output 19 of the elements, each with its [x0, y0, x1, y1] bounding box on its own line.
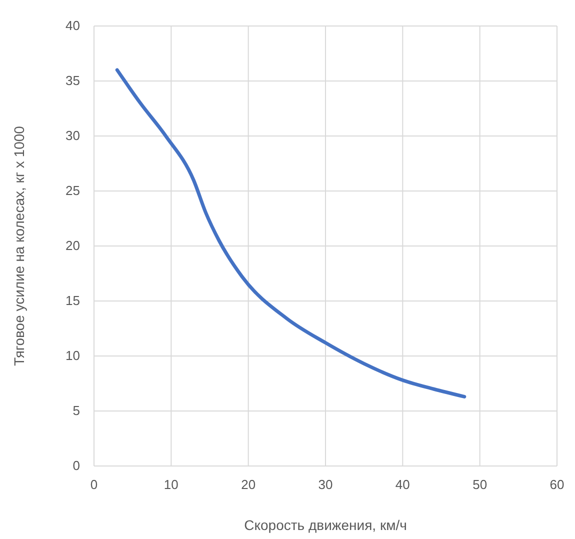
x-tick-label: 10	[164, 477, 178, 492]
x-tick-label: 0	[90, 477, 98, 492]
y-tick-label: 40	[66, 18, 80, 34]
y-tick-label: 5	[72, 403, 80, 418]
line-series	[115, 68, 466, 398]
x-tick-label: 40	[395, 477, 410, 492]
y-tick-label: 35	[66, 73, 80, 88]
x-tick-label: 20	[241, 477, 256, 492]
x-tick-label: 30	[318, 477, 333, 492]
y-tick-label: 15	[66, 293, 80, 308]
x-tick-label: 50	[472, 477, 488, 492]
y-tick-label: 30	[66, 128, 80, 144]
y-tick-label: 20	[66, 238, 80, 254]
x-tick-label: 60	[550, 477, 564, 492]
y-tick-label: 0	[72, 458, 80, 474]
y-tick-label: 10	[66, 348, 80, 364]
y-tick-label: 25	[66, 183, 80, 198]
y-axis-title: Тяговое усилие на колесах, кг х 1000	[11, 126, 27, 366]
x-axis-title: Скорость движения, км/ч	[244, 517, 407, 533]
